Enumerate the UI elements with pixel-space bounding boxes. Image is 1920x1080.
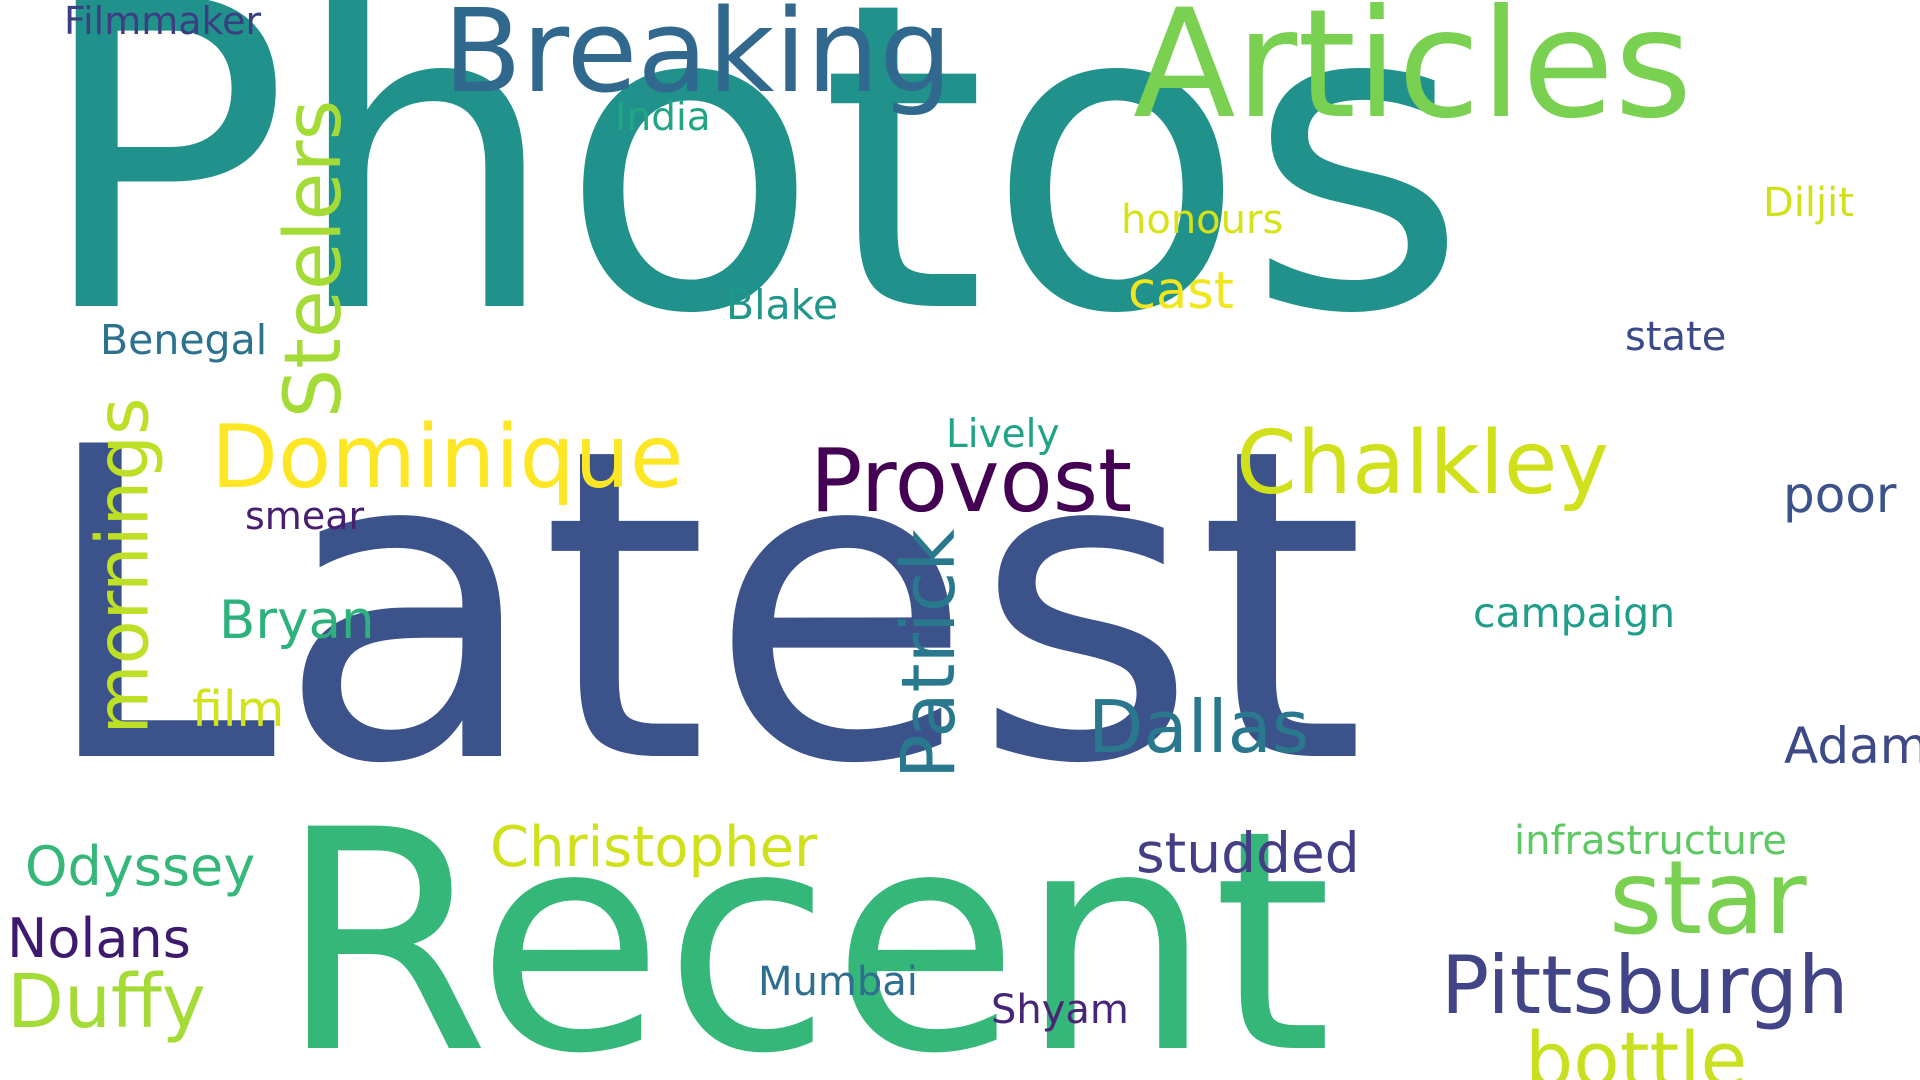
word-breaking: Breaking bbox=[443, 0, 953, 119]
word-blake: Blake bbox=[726, 281, 839, 329]
word-india: India bbox=[615, 95, 711, 140]
word-christopher: Christopher bbox=[490, 815, 818, 880]
word-bryan: Bryan bbox=[219, 590, 375, 651]
word-odyssey: Odyssey bbox=[25, 835, 256, 898]
word-provost: Provost bbox=[810, 430, 1133, 532]
word-smear: smear bbox=[245, 494, 365, 538]
word-bottle: bottle bbox=[1525, 1015, 1748, 1080]
word-state: state bbox=[1625, 314, 1727, 360]
word-pittsburgh: Pittsburgh bbox=[1441, 939, 1849, 1032]
word-chalkley: Chalkley bbox=[1236, 412, 1609, 514]
word-filmmaker: Filmmaker bbox=[64, 0, 262, 43]
word-dallas: Dallas bbox=[1088, 685, 1310, 769]
word-nolans: Nolans bbox=[7, 907, 191, 970]
word-articles: Articles bbox=[1133, 0, 1693, 152]
word-infrastructure: infrastructure bbox=[1514, 818, 1788, 864]
word-campaign: campaign bbox=[1473, 589, 1676, 637]
word-lively: Lively bbox=[946, 412, 1060, 457]
word-benegal: Benegal bbox=[100, 316, 268, 364]
word-star: star bbox=[1609, 839, 1807, 958]
word-cast: cast bbox=[1128, 262, 1234, 321]
word-patrick: Patrick bbox=[886, 528, 973, 780]
word-adam: Adam bbox=[1784, 717, 1920, 775]
word-mornings: mornings bbox=[80, 397, 165, 735]
word-steelers: Steelers bbox=[269, 99, 360, 419]
word-dominique: Dominique bbox=[211, 406, 684, 508]
word-latest: Latest bbox=[37, 358, 1366, 858]
word-honours: honours bbox=[1121, 197, 1284, 243]
word-mumbai: Mumbai bbox=[758, 959, 918, 1005]
word-studded: studded bbox=[1136, 821, 1360, 885]
word-poor: poor bbox=[1783, 466, 1897, 524]
word-recent: Recent bbox=[278, 765, 1333, 1080]
word-shyam: Shyam bbox=[991, 987, 1129, 1033]
word-diljit: Diljit bbox=[1763, 180, 1854, 226]
word-photos: Photos bbox=[34, 0, 1468, 407]
word-film: film bbox=[192, 681, 285, 738]
word-duffy: Duffy bbox=[7, 959, 206, 1045]
